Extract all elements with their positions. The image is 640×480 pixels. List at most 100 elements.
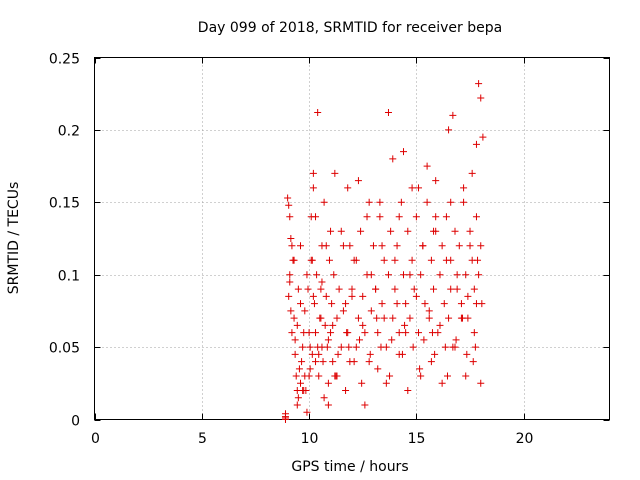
- data-point: [331, 169, 339, 177]
- data-point: [438, 242, 446, 250]
- data-point: [445, 314, 453, 322]
- data-point: [430, 285, 438, 293]
- data-point: [308, 350, 316, 358]
- data-point: [400, 271, 407, 279]
- data-point: [314, 109, 322, 117]
- data-point: [380, 314, 388, 322]
- data-point: [400, 148, 407, 156]
- data-point: [337, 343, 345, 351]
- data-point: [301, 307, 309, 315]
- y-tick-label: 0.1: [58, 269, 80, 285]
- x-tick-label: 15: [408, 431, 426, 447]
- data-point: [387, 227, 395, 235]
- data-point: [307, 256, 315, 264]
- data-point: [457, 300, 465, 308]
- data-point: [427, 256, 435, 264]
- x-tick-label: 10: [301, 431, 319, 447]
- data-point: [332, 372, 340, 380]
- data-point: [386, 372, 394, 380]
- data-point: [293, 321, 301, 329]
- data-point: [300, 387, 308, 395]
- data-point: [346, 242, 354, 250]
- data-point: [378, 242, 386, 250]
- data-point: [299, 343, 307, 351]
- data-point: [406, 314, 414, 322]
- data-point: [436, 271, 444, 279]
- data-point: [292, 372, 300, 380]
- data-point: [324, 336, 332, 344]
- data-point: [447, 285, 455, 293]
- data-point: [324, 401, 332, 409]
- data-point: [401, 321, 409, 329]
- data-point: [313, 271, 321, 279]
- y-tick-label: 0.05: [49, 341, 80, 357]
- data-point: [287, 235, 295, 242]
- data-point: [404, 387, 412, 395]
- data-point: [309, 184, 317, 192]
- data-point: [421, 300, 429, 308]
- x-tick-label: 5: [198, 431, 207, 447]
- data-point: [328, 300, 336, 308]
- data-point: [306, 343, 314, 351]
- data-point: [423, 162, 431, 170]
- data-point: [317, 285, 325, 293]
- data-point: [377, 343, 385, 351]
- data-point: [312, 213, 320, 221]
- data-point: [337, 227, 345, 235]
- data-point: [303, 408, 311, 416]
- data-point: [380, 256, 388, 264]
- data-point: [425, 314, 433, 322]
- data-point: [344, 184, 352, 192]
- data-point: [359, 321, 367, 329]
- data-point: [417, 372, 425, 380]
- data-point: [286, 213, 294, 221]
- y-tick-label: 0.2: [58, 124, 80, 140]
- data-point: [468, 169, 476, 177]
- data-point: [329, 358, 337, 366]
- data-point: [342, 300, 350, 308]
- data-point: [322, 242, 330, 250]
- data-point: [286, 271, 294, 279]
- data-point: [327, 227, 335, 235]
- data-point: [443, 372, 451, 380]
- data-point: [319, 358, 327, 366]
- data-point: [430, 227, 438, 235]
- data-point: [374, 365, 382, 373]
- data-point: [345, 343, 353, 351]
- data-point: [378, 300, 386, 308]
- data-point: [432, 213, 440, 221]
- data-point: [455, 242, 463, 250]
- data-point: [294, 285, 302, 293]
- data-point: [315, 350, 323, 358]
- data-point: [466, 242, 474, 250]
- data-point: [361, 401, 369, 409]
- data-point: [423, 198, 431, 206]
- data-point: [449, 111, 457, 119]
- data-point: [412, 213, 420, 221]
- data-point: [309, 292, 317, 300]
- data-point: [453, 271, 461, 279]
- data-point: [472, 213, 480, 221]
- data-point: [297, 242, 304, 250]
- data-point: [334, 350, 342, 358]
- data-point: [342, 387, 350, 395]
- data-point: [356, 336, 364, 344]
- data-point: [291, 336, 299, 344]
- data-point: [352, 343, 360, 351]
- data-point: [317, 314, 325, 322]
- data-point: [354, 177, 362, 185]
- data-point: [393, 242, 401, 250]
- data-point: [359, 292, 367, 300]
- data-point: [384, 109, 392, 117]
- data-point: [327, 329, 335, 337]
- data-point: [474, 256, 482, 264]
- data-point: [464, 292, 472, 300]
- data-point: [315, 372, 323, 380]
- data-point: [388, 336, 396, 344]
- data-point: [470, 329, 478, 337]
- data-point: [438, 379, 446, 387]
- data-point: [352, 256, 360, 264]
- data-point: [369, 242, 377, 250]
- data-point: [462, 271, 470, 279]
